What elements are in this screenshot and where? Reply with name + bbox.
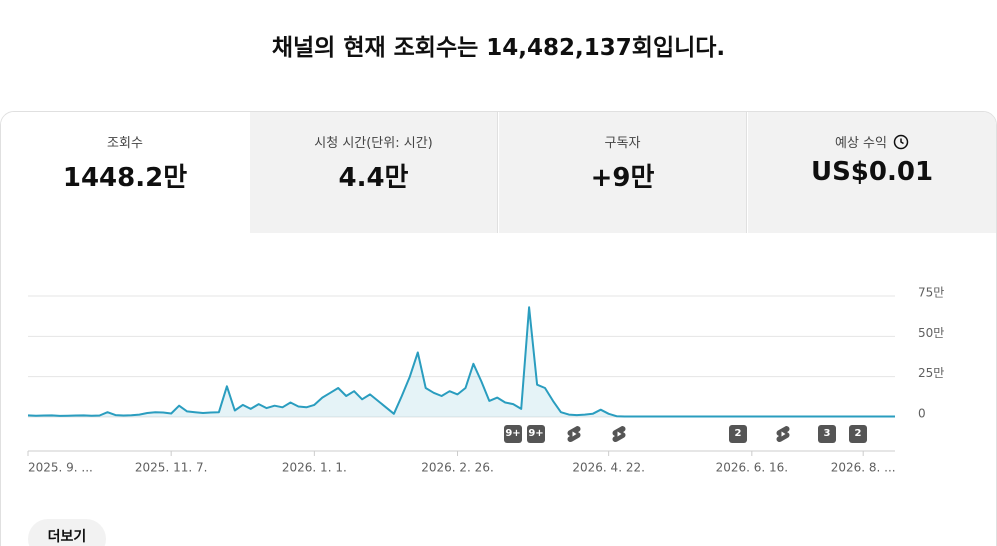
y-tick-label: 50만	[918, 326, 944, 340]
x-tick-label: 2025. 9. ...	[28, 461, 93, 475]
tab[interactable]: 시청 시간(단위: 시간) 4.4만	[250, 112, 498, 233]
tab-label: 조회수	[107, 136, 143, 151]
tab-value: US$0.01	[810, 157, 934, 187]
shorts-icon[interactable]	[566, 425, 582, 443]
tab[interactable]: 조회수 1448.2만	[1, 112, 249, 233]
y-tick-label: 75만	[918, 286, 944, 300]
marker-badge[interactable]: 3	[818, 425, 836, 443]
tab-label: 예상 수익	[835, 136, 887, 151]
marker-badge[interactable]: 2	[849, 425, 867, 443]
x-tick-label: 2026. 8. ...	[831, 461, 896, 475]
tab-label: 구독자	[604, 136, 641, 151]
tab-value: 1448.2만	[62, 163, 188, 193]
marker-badge[interactable]: 9+	[527, 425, 545, 443]
clock-icon	[893, 134, 909, 149]
x-tick-label: 2026. 1. 1.	[282, 461, 347, 475]
x-tick-label: 2026. 4. 22.	[572, 461, 645, 475]
shorts-icon[interactable]	[611, 425, 627, 443]
more-button[interactable]: 더보기	[28, 519, 106, 546]
shorts-icon[interactable]	[775, 425, 791, 443]
y-tick-label: 0	[918, 407, 926, 421]
analytics-card: 조회수 1448.2만 시청 시간(단위: 시간) 4.4만 구독자 +9만 예…	[0, 111, 997, 546]
area-fill	[28, 307, 895, 417]
marker-badge[interactable]: 2	[729, 425, 747, 443]
page-title: 채널의 현재 조회수는 14,482,137회입니다.	[271, 35, 726, 61]
tab-value: 4.4만	[338, 163, 409, 193]
x-tick-label: 2026. 2. 26.	[421, 461, 494, 475]
y-tick-label: 25만	[918, 366, 944, 380]
marker-badge[interactable]: 9+	[504, 425, 522, 443]
tab[interactable]: 구독자 +9만	[499, 112, 747, 233]
tab-value: +9만	[590, 163, 655, 193]
x-tick-label: 2026. 6. 16.	[716, 461, 789, 475]
tab[interactable]: 예상 수익 US$0.01	[748, 112, 996, 233]
x-tick-label: 2025. 11. 7.	[135, 461, 208, 475]
tab-label: 시청 시간(단위: 시간)	[314, 136, 433, 151]
line-series	[27, 306, 895, 418]
